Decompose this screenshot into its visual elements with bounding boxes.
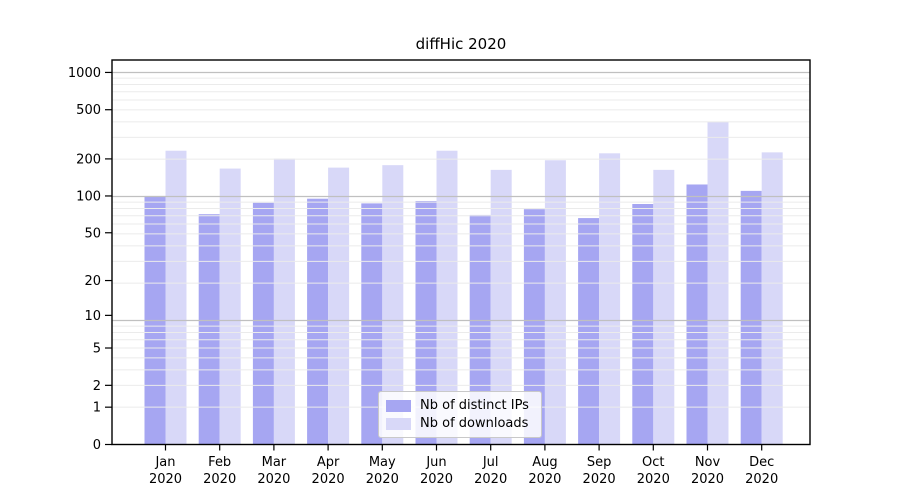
y-tick-label: 20 [84,274,101,289]
bar-distinct-ips-feb [198,214,220,445]
x-tick-label-year: 2020 [474,472,507,487]
x-tick-label-month: Mar [262,455,287,470]
y-tick-label: 0 [93,438,101,453]
x-tick-label-year: 2020 [528,472,561,487]
bar-distinct-ips-apr [307,198,329,445]
legend-item-distinct-ips: Nb of distinct IPs [386,398,534,413]
x-tick-label-year: 2020 [583,472,616,487]
x-tick-label-year: 2020 [312,472,345,487]
y-tick-label: 50 [84,226,101,241]
bar-downloads-jan [165,150,187,445]
x-tick-label-month: Nov [695,455,721,470]
legend-item-downloads: Nb of downloads [386,416,534,431]
x-tick-label-month: Jan [154,455,175,470]
x-tick-label-year: 2020 [420,472,453,487]
bar-distinct-ips-nov [686,184,708,445]
x-tick-label-year: 2020 [257,472,290,487]
bar-distinct-ips-sep [578,218,600,445]
x-tick-label-year: 2020 [691,472,724,487]
bar-downloads-oct [653,169,675,445]
bar-downloads-may [382,165,404,445]
y-tick-label: 500 [76,103,101,118]
x-tick-label-year: 2020 [203,472,236,487]
chart-title: diffHic 2020 [415,35,507,53]
x-tick-label-month: Apr [317,455,340,470]
legend-swatch-distinct-ips [386,399,411,412]
x-tick-label-month: Sep [587,455,612,470]
y-tick-label: 100 [76,189,101,204]
y-tick-label: 10 [84,309,101,324]
y-tick-label: 5 [93,342,101,357]
x-tick-label-year: 2020 [149,472,182,487]
x-tick-label-year: 2020 [637,472,670,487]
bar-downloads-sep [599,153,621,445]
x-tick-label-month: Dec [749,455,774,470]
y-tick-label: 1000 [68,66,101,81]
x-tick-label-month: May [369,455,396,470]
legend: Nb of distinct IPs Nb of downloads [378,391,542,438]
bar-distinct-ips-jul [469,214,491,445]
legend-label-distinct-ips: Nb of distinct IPs [420,398,529,413]
x-tick-label-month: Feb [208,455,231,470]
bar-distinct-ips-may [361,203,383,445]
bar-downloads-aug [544,160,566,445]
y-tick-label: 1 [93,401,101,416]
x-tick-label-month: Jul [482,455,499,470]
legend-swatch-downloads [386,417,411,430]
legend-label-downloads: Nb of downloads [420,416,529,431]
y-tick-label: 2 [93,379,101,394]
x-tick-label-month: Oct [642,455,664,470]
bar-downloads-mar [273,158,295,445]
bar-downloads-feb [219,168,241,445]
x-tick-label-month: Jun [425,455,446,470]
plot-frame [111,59,811,446]
bar-downloads-jul [490,169,512,445]
bar-downloads-apr [328,167,350,445]
y-tick-label: 200 [76,152,101,167]
bar-distinct-ips-oct [632,203,654,445]
x-tick-label-year: 2020 [366,472,399,487]
bar-downloads-dec [761,152,783,445]
bar-distinct-ips-dec [740,190,762,445]
bar-distinct-ips-jun [415,200,437,445]
x-tick-label-year: 2020 [745,472,778,487]
bar-distinct-ips-mar [252,202,274,445]
x-tick-label-month: Aug [532,455,557,470]
